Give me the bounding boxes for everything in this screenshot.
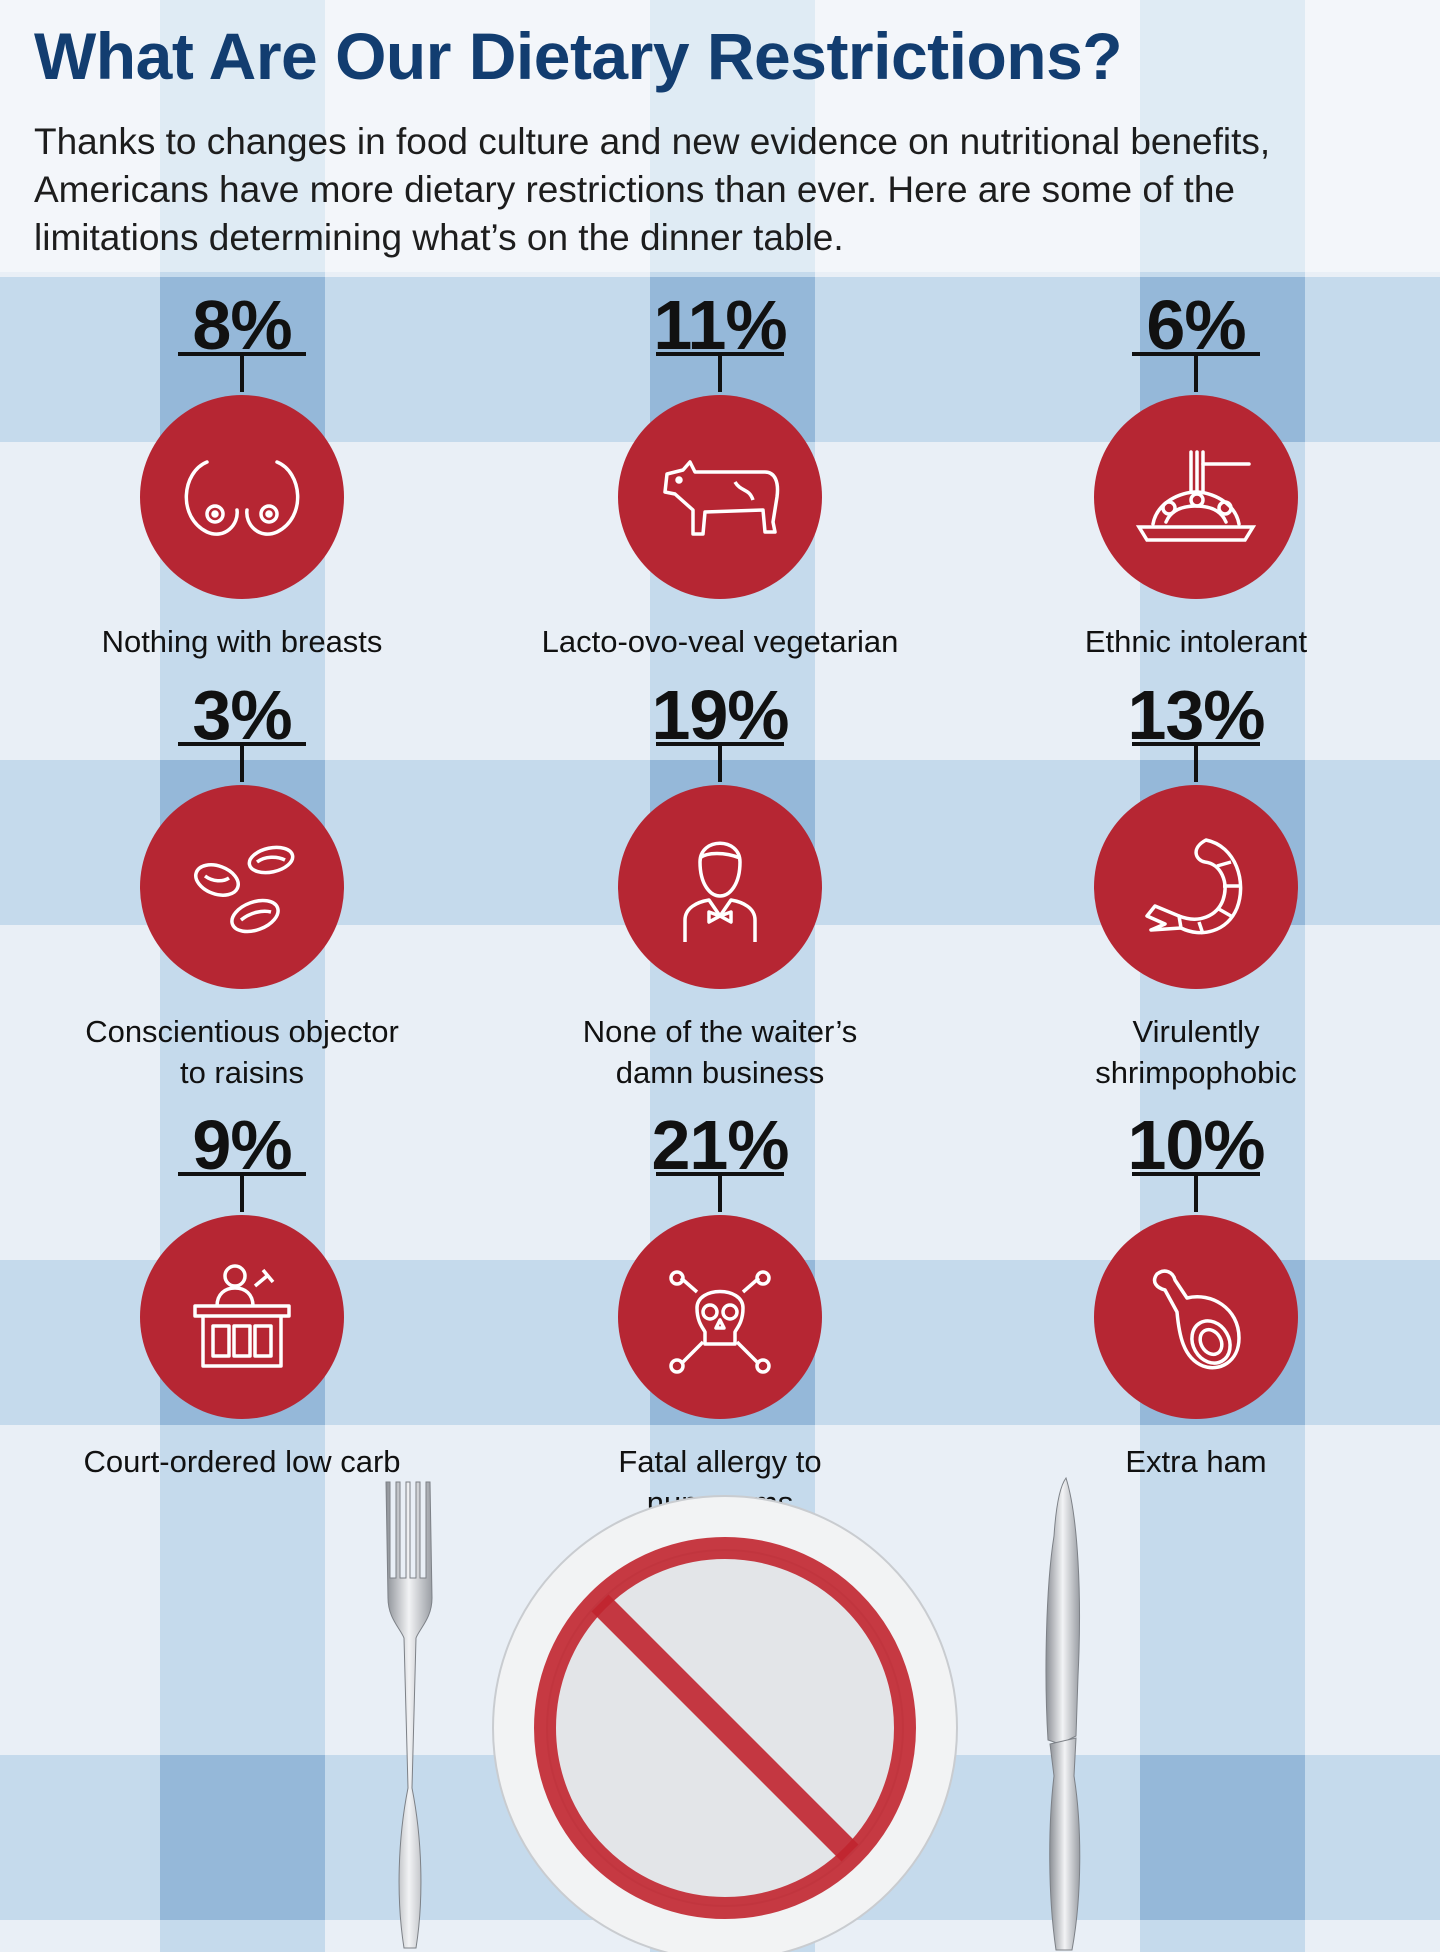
percent-value: 10% — [1127, 1106, 1265, 1184]
stat-judge: 9% Court-ordered low carb — [12, 1102, 472, 1482]
stat-cow: 11% Lacto-ovo-veal vegetarian — [490, 282, 950, 662]
raisins-icon — [140, 785, 344, 989]
percent-value: 8% — [192, 286, 292, 364]
judge-icon — [140, 1215, 344, 1419]
restriction-label-line2: to raisins — [179, 1055, 305, 1090]
stat-spaghetti: 6% Ethnic intolerant — [966, 282, 1426, 662]
percent-value: 9% — [192, 1106, 292, 1184]
stat-breasts: 8% Nothing with breasts — [12, 282, 472, 662]
shrimp-icon — [1094, 785, 1298, 989]
page-title: What Are Our Dietary Restrictions? — [34, 19, 1123, 93]
knife-image — [1045, 1476, 1081, 1951]
restriction-label-line2: damn business — [615, 1055, 825, 1090]
restriction-label: Extra ham — [1125, 1444, 1267, 1479]
restriction-label: Ethnic intolerant — [1084, 624, 1308, 659]
restriction-label-line1: Fatal allergy to — [618, 1444, 822, 1479]
cow-icon — [618, 395, 822, 599]
stat-ham: 10% Extra ham — [966, 1102, 1426, 1482]
percent-value: 6% — [1146, 286, 1246, 364]
restriction-label: Court-ordered low carb — [83, 1444, 401, 1479]
restriction-label-line2: shrimpophobic — [1095, 1055, 1297, 1090]
breasts-icon — [140, 395, 344, 599]
stat-raisins: 3% Conscientious objector to raisins — [12, 672, 472, 1093]
restriction-label: Nothing with breasts — [101, 624, 383, 659]
restriction-label: Lacto-ovo-veal vegetarian — [541, 624, 899, 659]
restriction-label-line1: Conscientious objector — [85, 1014, 399, 1049]
spaghetti-icon — [1094, 395, 1298, 599]
percent-value: 11% — [653, 286, 787, 364]
percent-value: 19% — [651, 676, 789, 754]
fork-image — [385, 1481, 433, 1949]
percent-value: 21% — [651, 1106, 789, 1184]
intro-paragraph: Thanks to changes in food culture and ne… — [34, 121, 1271, 258]
percent-value: 3% — [192, 676, 292, 754]
percent-value: 13% — [1127, 676, 1265, 754]
stat-waiter: 19% None of the waiter’s damn business — [490, 672, 950, 1093]
no-food-plate — [492, 1495, 958, 1952]
ham-icon — [1094, 1215, 1298, 1419]
stat-skull: 21% Fatal allergy tonum-nums — [490, 1102, 950, 1523]
restriction-label-line1: None of the waiter’s — [582, 1014, 858, 1049]
stat-shrimp: 13% Virulently shrimpophobic — [966, 672, 1426, 1093]
restriction-label-line1: Virulently — [1132, 1014, 1260, 1049]
skull-icon — [618, 1215, 822, 1419]
waiter-icon — [618, 785, 822, 989]
